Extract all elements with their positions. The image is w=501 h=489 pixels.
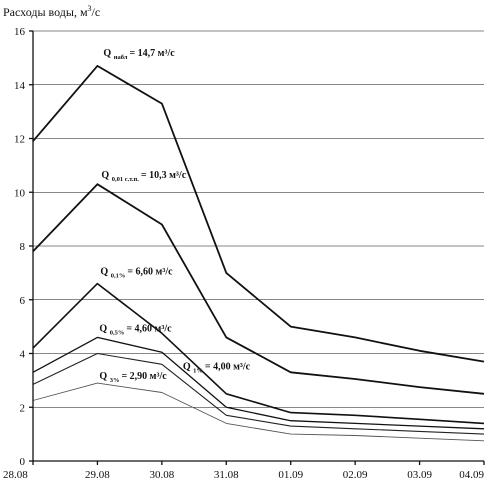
y-tick-label: 2	[20, 402, 26, 414]
grid	[33, 30, 484, 408]
series-label-0: Q набл = 14,7 м³/с	[103, 48, 175, 61]
y-tick-label: 16	[14, 26, 26, 38]
x-tick-label: 31.08	[214, 469, 239, 481]
series-line-4	[32, 352, 485, 435]
series-label-subscript: 0,01 с.т.п.	[112, 176, 140, 183]
series-line-2	[32, 282, 485, 425]
y-axis-title-sup: 3	[88, 4, 92, 13]
x-tick-label: 29.08	[85, 469, 110, 481]
y-tick-label: 8	[20, 241, 26, 253]
series-label-subscript: 0,1%	[111, 273, 126, 280]
x-axis-ticks: 28.08 29.08 30.08 31.08 01.09 02.09 03.09 04.09	[3, 461, 485, 481]
y-tick-label: 4	[20, 349, 26, 361]
series-label-3: Q 0,5% = 4,60 м³/с	[99, 323, 172, 336]
series-label-value: = 2,90 м³/с	[121, 371, 167, 382]
series-label-value: = 10,3 м³/с	[141, 170, 187, 181]
series-label-value: = 14,7 м³/с	[129, 48, 175, 59]
y-axis-title: Расходы воды, м3/с	[3, 4, 100, 19]
y-axis-ticks: 0 2 4 6 8 10 12 14 16	[14, 26, 33, 468]
y-axis-title-text: Расходы воды, м	[3, 5, 88, 19]
y-tick-label: 12	[14, 134, 25, 146]
series-labels: Q набл = 14,7 м³/сQ 0,01 с.т.п. = 10,3 м³/…	[99, 48, 250, 384]
series-label-subscript: 1%	[193, 367, 203, 374]
x-tick-label: 04.09	[459, 469, 484, 481]
series-label-q: Q	[99, 371, 109, 382]
y-tick-label: 0	[20, 456, 26, 468]
y-tick-label: 14	[14, 80, 26, 92]
series-label-subscript: 0,5%	[110, 329, 125, 336]
series-label-q: Q	[103, 48, 113, 59]
x-tick-label: 01.09	[278, 469, 303, 481]
series-line-5	[32, 382, 485, 442]
y-tick-label: 10	[14, 187, 26, 199]
series-label-subscript: набл	[114, 54, 128, 61]
series-label-value: = 6,60 м³/с	[127, 267, 173, 278]
series-line-3	[32, 336, 485, 430]
series-line-0	[32, 65, 485, 363]
y-tick-label: 6	[20, 295, 26, 307]
series-label-4: Q 1% = 4,00 м³/с	[183, 361, 251, 374]
series-label-value: = 4,00 м³/с	[205, 361, 251, 372]
series-line-1	[32, 183, 485, 395]
x-tick-label: 02.09	[343, 469, 368, 481]
series-label-q: Q	[100, 267, 110, 278]
series-label-1: Q 0,01 с.т.п. = 10,3 м³/с	[101, 170, 186, 183]
series-label-value: = 4,60 м³/с	[126, 323, 172, 334]
series-label-5: Q 3% = 2,90 м³/с	[99, 371, 167, 384]
x-tick-label: 30.08	[149, 469, 174, 481]
series-label-q: Q	[99, 323, 109, 334]
series-label-q: Q	[101, 170, 111, 181]
x-tick-label: 28.08	[3, 469, 28, 481]
series-label-2: Q 0,1% = 6,60 м³/с	[100, 267, 173, 280]
x-tick-label: 03.09	[407, 469, 432, 481]
series-lines	[32, 65, 485, 442]
y-axis-title-unit: /с	[92, 5, 101, 19]
series-label-q: Q	[183, 361, 193, 372]
series-label-subscript: 3%	[110, 377, 120, 384]
